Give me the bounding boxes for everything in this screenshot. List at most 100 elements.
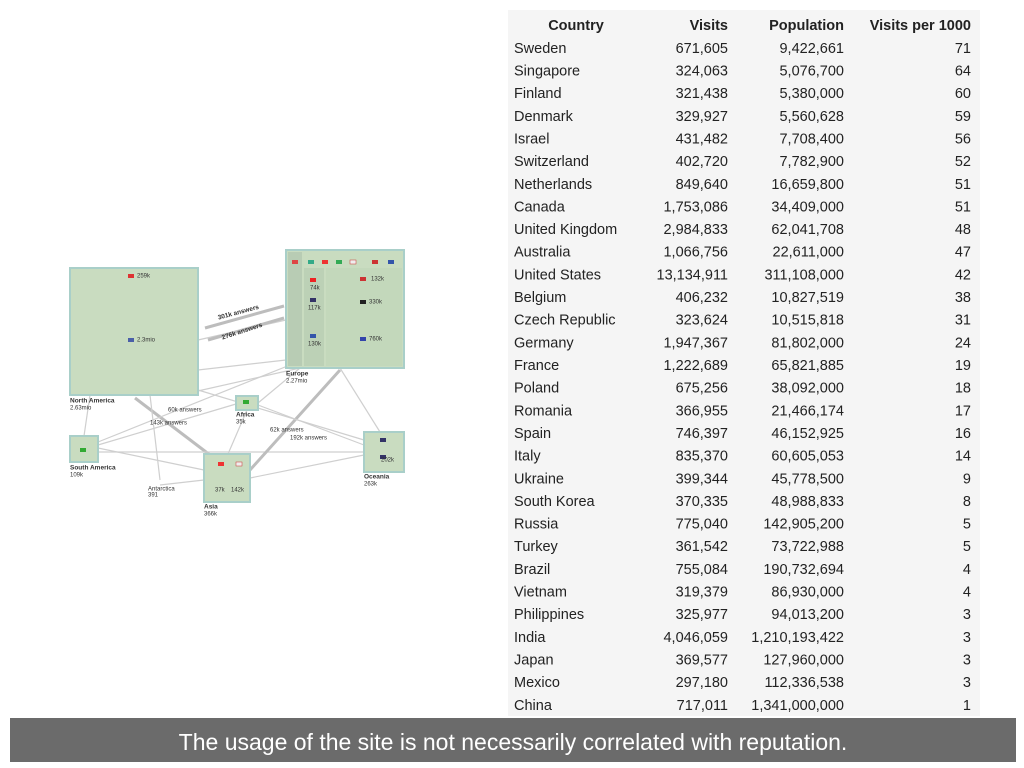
edge (249, 454, 365, 479)
flag-icon (310, 278, 316, 282)
country-cell: Russia (514, 517, 559, 533)
flag-icon (128, 338, 134, 342)
column-header: Visits per 1000 (870, 18, 971, 34)
number-cell: 65,821,885 (771, 358, 844, 374)
edge (339, 367, 381, 433)
country-cell: United States (514, 267, 601, 283)
country-cell: Czech Republic (514, 313, 616, 329)
number-cell: 675,256 (676, 381, 728, 397)
number-cell: 52 (955, 154, 971, 170)
edge (197, 359, 287, 371)
region-total: 391 (148, 493, 159, 499)
country-cell: Netherlands (514, 177, 592, 193)
number-cell: 62,041,708 (771, 222, 844, 238)
number-cell: 7,708,400 (779, 131, 844, 147)
number-cell: 22,611,000 (773, 245, 845, 261)
edge (197, 389, 365, 441)
item-value: 202k (381, 458, 395, 464)
flag-icon (380, 455, 386, 459)
flag-icon (235, 461, 243, 467)
item-value: 330k (369, 300, 383, 306)
country-cell: Romania (514, 403, 573, 419)
flag-icon (128, 274, 134, 278)
number-cell: 319,379 (676, 585, 728, 601)
number-cell: 9,422,661 (779, 41, 844, 57)
number-cell: 13,134,911 (657, 267, 729, 283)
number-cell: 366,955 (676, 403, 728, 419)
flag-icon (322, 260, 328, 264)
country-cell: Japan (514, 653, 554, 669)
region-total: 2.27mio (286, 379, 308, 385)
region-box (69, 267, 199, 396)
edge (227, 409, 248, 455)
number-cell: 1,210,193,422 (751, 630, 844, 646)
flag-icon (360, 337, 366, 341)
number-cell: 361,542 (676, 539, 728, 555)
number-cell: 94,013,200 (771, 607, 844, 623)
edge-label: 192k answers (290, 436, 327, 442)
country-cell: Germany (514, 335, 574, 351)
number-cell: 8 (963, 494, 971, 510)
number-cell: 3 (963, 675, 971, 691)
region-name: Antarctica (148, 487, 175, 493)
number-cell: 1,222,689 (663, 358, 728, 374)
country-cell: Switzerland (514, 154, 589, 170)
number-cell: 112,336,538 (764, 675, 844, 691)
flag-icon (80, 448, 86, 452)
flag-icon (349, 259, 357, 265)
country-cell: Turkey (514, 539, 559, 555)
number-cell: 5,560,628 (779, 109, 844, 125)
edge (83, 394, 91, 437)
edge (149, 394, 161, 481)
flag-icon (360, 277, 366, 281)
number-cell: 7,782,900 (779, 154, 844, 170)
country-cell: India (514, 630, 546, 646)
table: Country Visits Population Visits per 1000 Sw… (514, 18, 971, 714)
number-cell: 19 (955, 358, 971, 374)
edge-label: 62k answers (270, 428, 304, 434)
number-cell: 9 (963, 471, 971, 487)
region-name: Africa (236, 412, 255, 419)
country-cell: France (514, 358, 559, 374)
edge (207, 316, 285, 342)
number-cell: 31 (955, 313, 971, 329)
region-cell (304, 268, 324, 366)
edges (83, 304, 381, 486)
number-cell: 297,180 (676, 675, 728, 691)
edge (159, 479, 205, 486)
number-cell: 2,984,833 (663, 222, 728, 238)
number-cell: 42 (955, 267, 971, 283)
flag-icon (380, 438, 386, 442)
edge-label: 143k answers (150, 421, 187, 427)
flag-icon (336, 260, 342, 264)
number-cell: 1 (963, 698, 971, 714)
edge (97, 403, 237, 446)
number-cell: 1,753,086 (663, 199, 728, 215)
number-cell: 64 (955, 63, 971, 79)
number-cell: 48 (955, 222, 971, 238)
number-cell: 323,624 (676, 313, 728, 329)
number-cell: 325,977 (676, 607, 728, 623)
region-total: 109k (70, 473, 84, 479)
flag-icon (243, 400, 249, 404)
number-cell: 24 (955, 335, 971, 351)
caption: The usage of the site is not necessarily… (10, 718, 1016, 762)
region-total: 263k (364, 482, 378, 488)
country-cell: Poland (514, 381, 559, 397)
number-cell: 10,515,818 (771, 313, 844, 329)
country-cell: Denmark (514, 109, 574, 125)
number-cell: 1,066,756 (663, 245, 728, 261)
number-cell: 59 (955, 109, 971, 125)
number-cell: 671,605 (676, 41, 728, 57)
country-cell: Brazil (514, 562, 550, 578)
item-value: 74k (310, 286, 321, 292)
number-cell: 1,341,000,000 (751, 698, 844, 714)
number-cell: 835,370 (676, 449, 728, 465)
region-total: 366k (204, 512, 218, 518)
country-cell: Australia (514, 245, 571, 261)
number-cell: 190,732,694 (763, 562, 844, 578)
country-cell: China (514, 698, 553, 714)
country-cell: Ukraine (514, 471, 564, 487)
flag-icon (292, 260, 298, 264)
